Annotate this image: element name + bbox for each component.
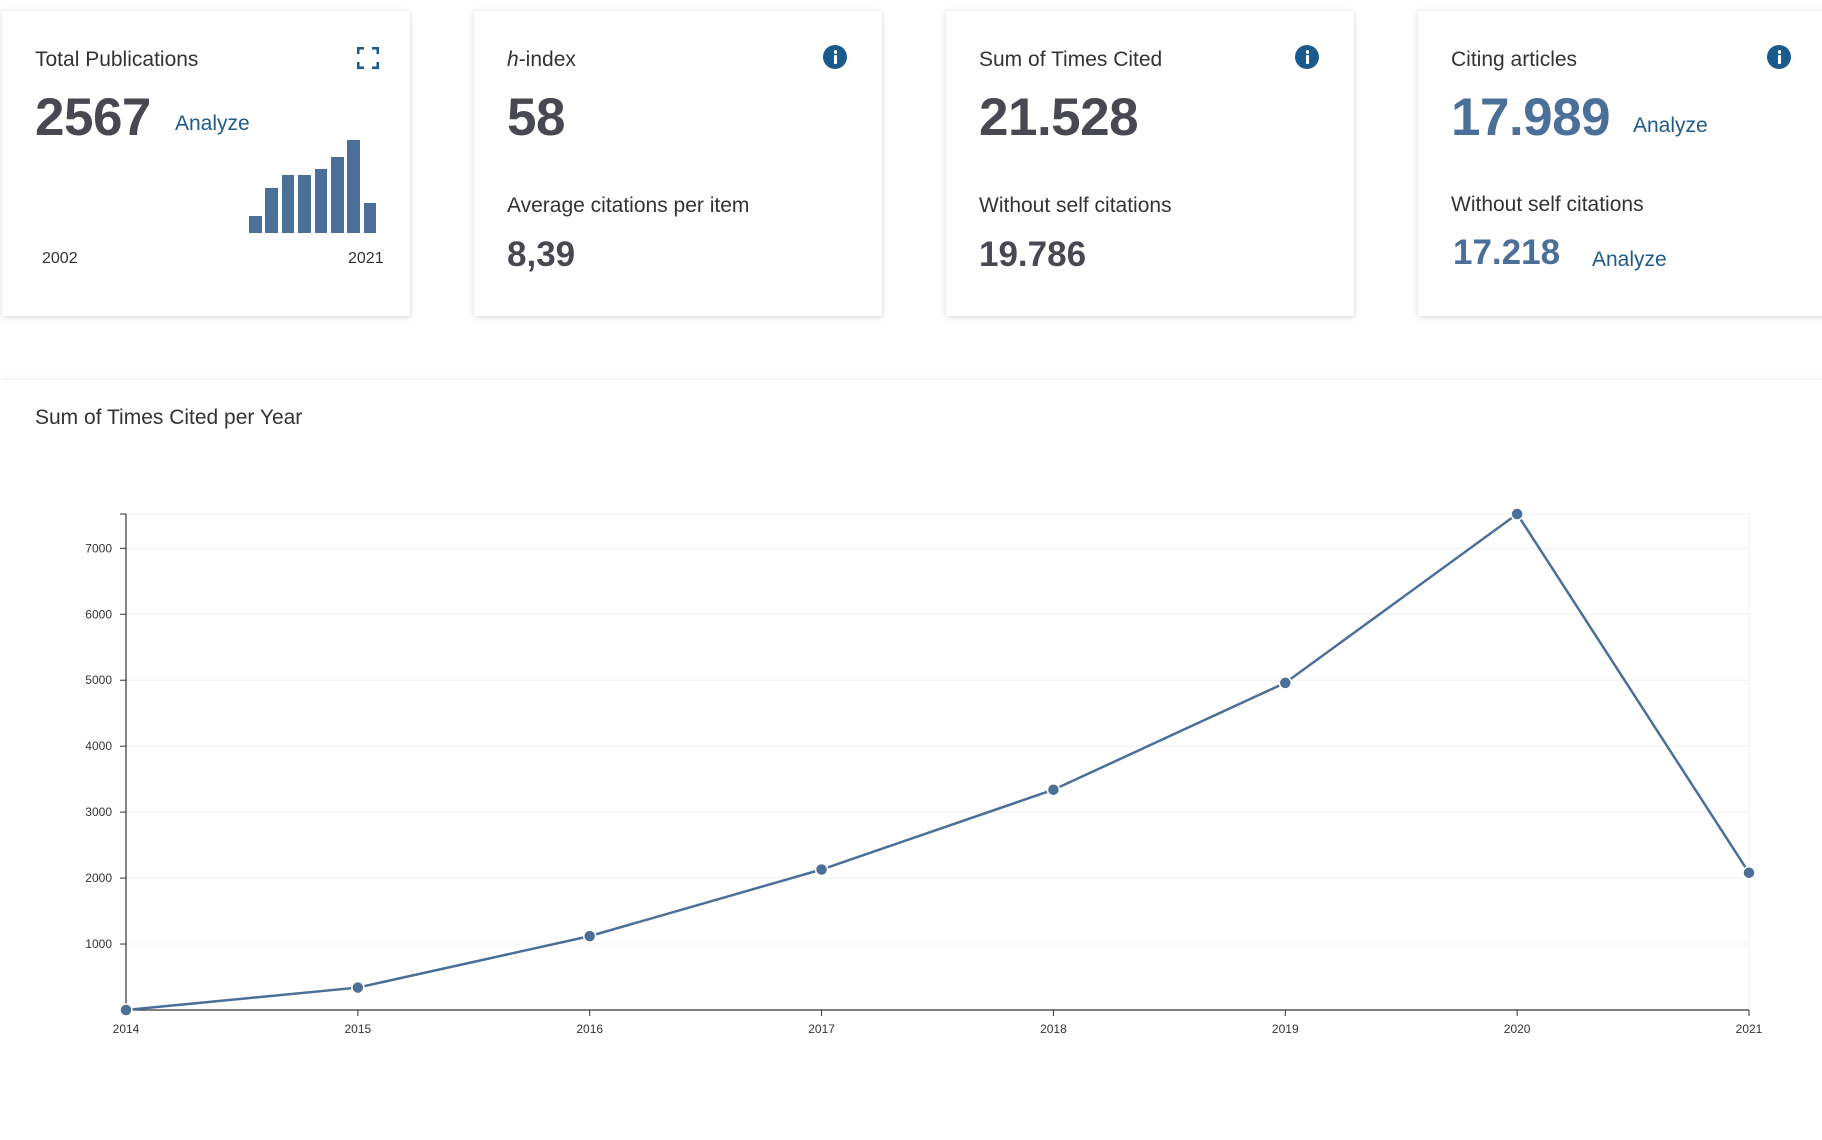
total-publications-analyze-link[interactable]: Analyze (175, 112, 250, 135)
h-index-value: 58 (507, 88, 565, 147)
year-start-label: 2002 (42, 250, 78, 267)
mini-bar (281, 175, 295, 233)
data-point (1046, 782, 1061, 797)
mini-bar (331, 156, 344, 233)
x-tick-label: 2016 (576, 1022, 603, 1036)
mini-bar (347, 140, 360, 233)
citing-without-self-analyze-link[interactable]: Analyze (1592, 248, 1667, 271)
year-end-label: 2021 (348, 250, 384, 267)
y-tick-label: 2000 (85, 871, 112, 885)
mini-bar (249, 216, 262, 233)
total-publications-card: Total Publications 2567 Analyze 2002 202… (2, 11, 410, 316)
sum-times-cited-card: Sum of Times Cited 21.528 Without self c… (946, 11, 1354, 316)
info-icon[interactable] (1295, 45, 1319, 69)
expand-icon[interactable] (357, 47, 379, 69)
times-cited-chart-card: Sum of Times Cited per Year 1000 2000 3000… (0, 380, 1822, 1140)
y-tick-label: 4000 (85, 739, 112, 753)
data-point (1742, 866, 1756, 880)
series-line (125, 512, 1751, 1012)
h-index-title: h-index (507, 48, 576, 72)
average-citations-label: Average citations per item (507, 194, 750, 217)
data-point (582, 929, 597, 943)
publications-mini-bar-chart (249, 131, 379, 233)
mini-bar (314, 168, 328, 233)
citing-articles-card: Citing articles 17.989 Analyze Without s… (1418, 11, 1822, 316)
citing-articles-analyze-link[interactable]: Analyze (1633, 114, 1708, 137)
x-tick-label: 2021 (1736, 1022, 1763, 1036)
mini-bar (363, 203, 377, 233)
data-point (351, 980, 365, 995)
x-tick-label: 2018 (1040, 1022, 1067, 1036)
info-icon[interactable] (823, 45, 847, 69)
sum-times-cited-title: Sum of Times Cited (979, 48, 1163, 71)
x-tick-label: 2015 (345, 1022, 372, 1036)
h-index-title-rest: -index (518, 48, 576, 71)
x-tick-label: 2017 (808, 1022, 835, 1036)
plot-frame (125, 513, 1750, 1011)
mini-bar (298, 175, 311, 233)
citing-without-self-citations-label: Without self citations (1451, 193, 1644, 216)
h-index-title-italic: h (507, 48, 519, 71)
y-tick-label: 1000 (85, 937, 112, 951)
y-tick-label: 7000 (85, 541, 112, 555)
without-self-citations-label: Without self citations (979, 194, 1172, 217)
info-icon[interactable] (1767, 45, 1791, 69)
total-publications-value: 2567 (35, 88, 151, 147)
sum-times-cited-value: 21.528 (979, 88, 1139, 147)
y-tick-label: 3000 (85, 805, 112, 819)
citing-without-self-citations-value: 17.218 (1453, 233, 1561, 272)
citing-articles-title: Citing articles (1451, 48, 1578, 71)
total-publications-title: Total Publications (35, 48, 199, 71)
x-tick-label: 2020 (1504, 1022, 1531, 1036)
x-tick-label: 2014 (113, 1022, 140, 1036)
chart-title: Sum of Times Cited per Year (35, 406, 303, 429)
h-index-card: h-index 58 Average citations per item 8,… (474, 11, 882, 316)
y-tick-label: 5000 (85, 673, 112, 687)
data-point (1510, 507, 1524, 521)
data-point (814, 862, 829, 877)
y-tick-label: 6000 (85, 607, 112, 621)
x-tick-label: 2019 (1272, 1022, 1299, 1036)
citing-articles-value: 17.989 (1451, 88, 1611, 147)
data-point (119, 1003, 133, 1017)
without-self-citations-value: 19.786 (979, 235, 1087, 274)
average-citations-value: 8,39 (507, 235, 576, 274)
times-cited-line-chart: 1000 2000 3000 4000 5000 6000 7000 2014 2015 2016… (85, 507, 1763, 1036)
data-point (1278, 676, 1293, 690)
mini-bar (265, 188, 278, 233)
